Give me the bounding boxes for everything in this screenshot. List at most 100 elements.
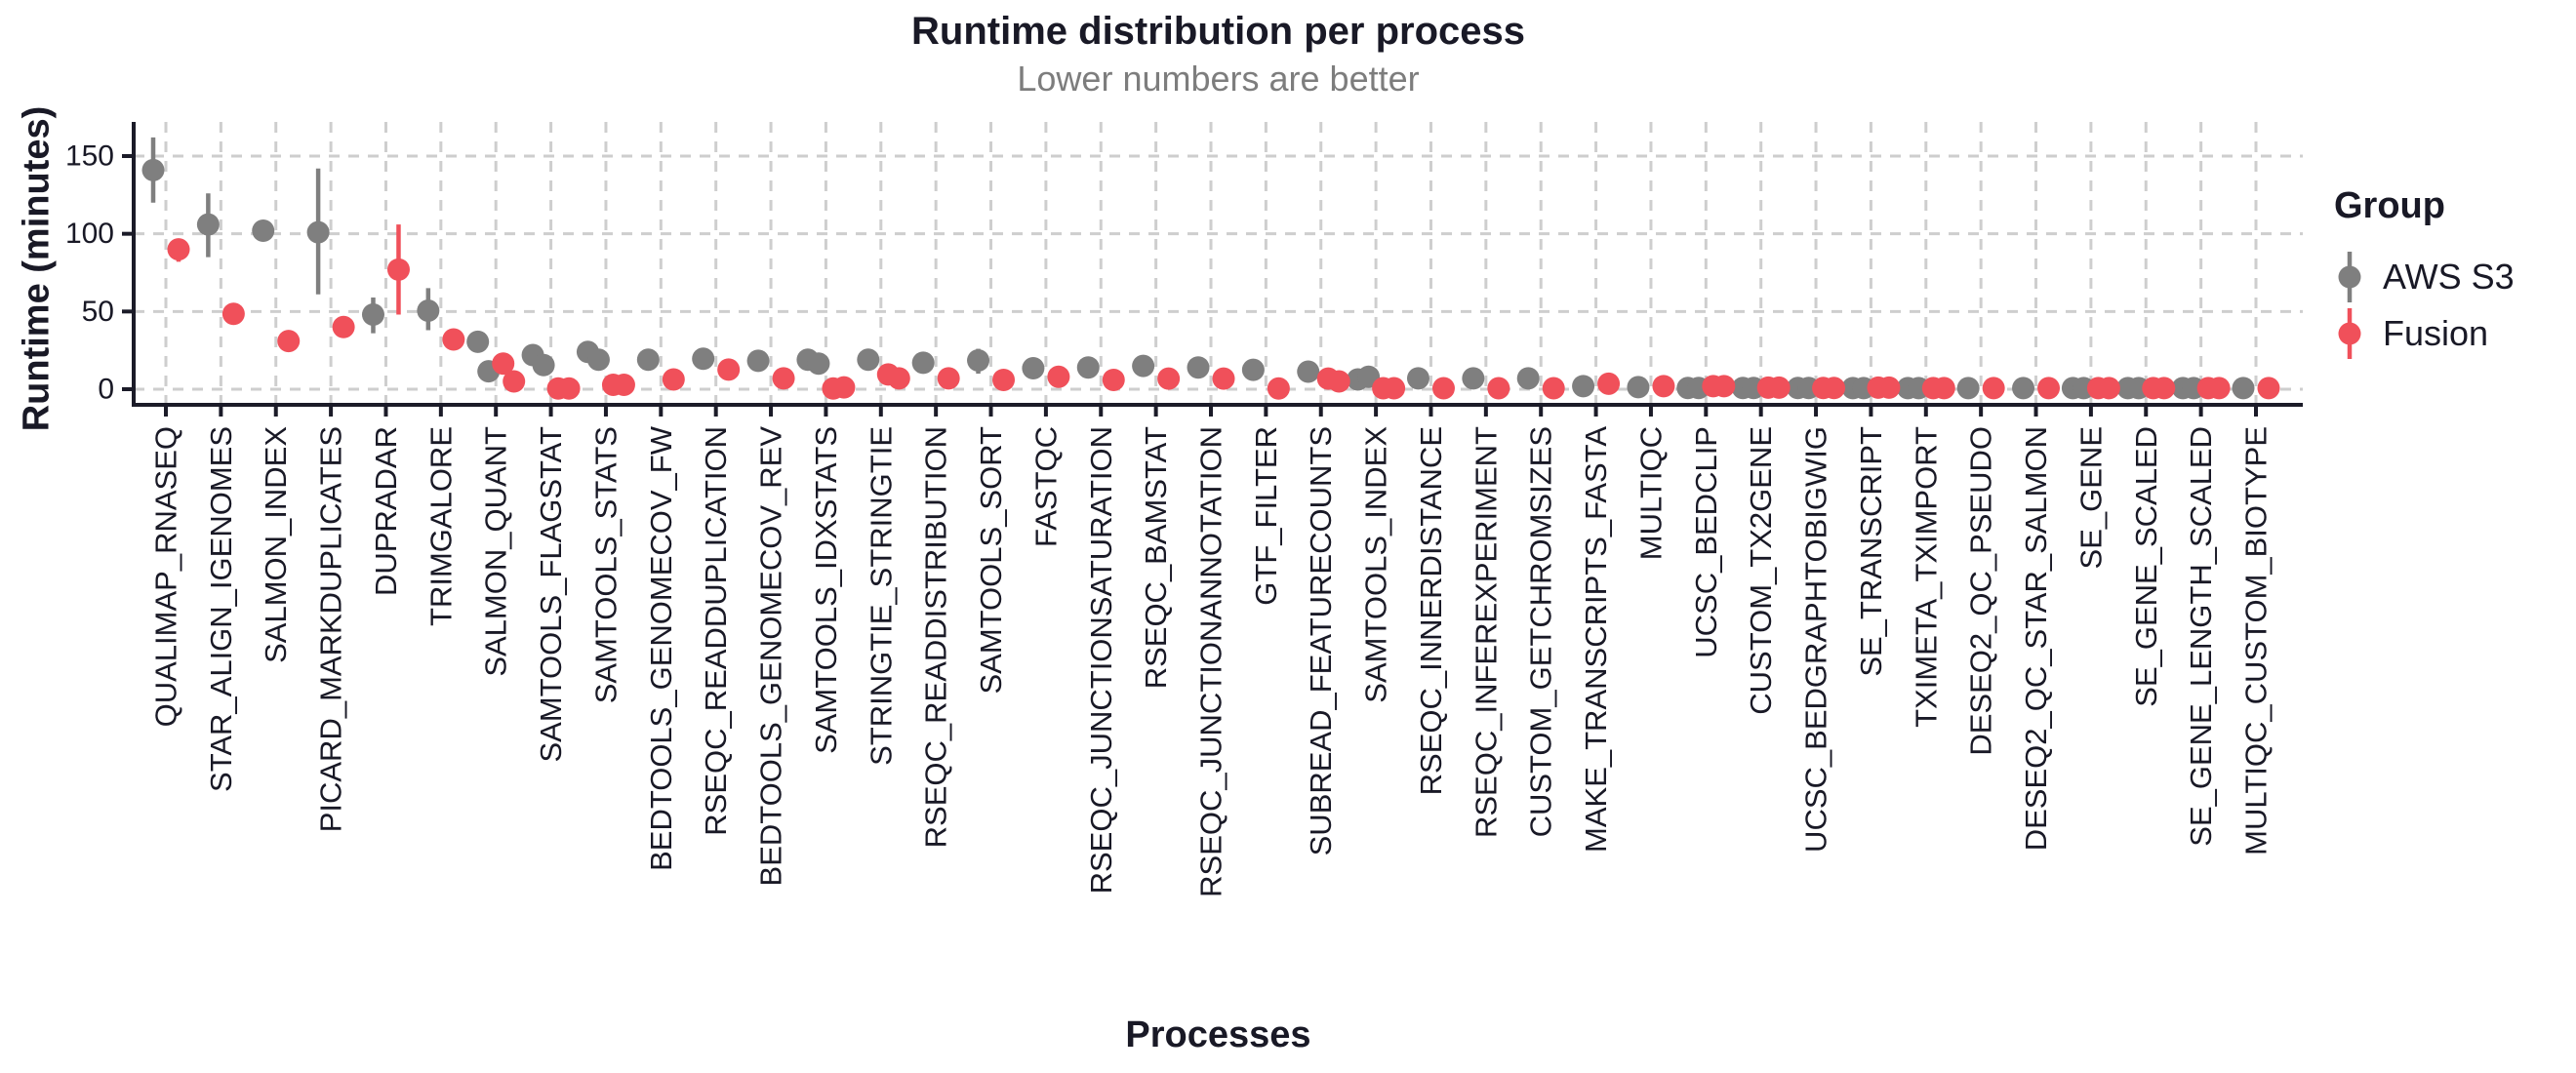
x-tick-label: SE_GENE bbox=[2073, 426, 2108, 569]
data-point-fusion bbox=[1327, 370, 1350, 393]
data-point-aws bbox=[1297, 360, 1320, 383]
x-tick-label: RSEQC_INNERDISTANCE bbox=[1414, 426, 1448, 795]
x-tick-label: RSEQC_INFEREXPERIMENT bbox=[1469, 426, 1503, 838]
x-tick-label: SUBREAD_FEATURECOUNTS bbox=[1304, 426, 1338, 855]
data-point-aws bbox=[417, 299, 440, 323]
x-tick-label: SAMTOOLS_SORT bbox=[974, 426, 1008, 695]
data-point-aws bbox=[196, 213, 220, 236]
data-point-aws bbox=[1406, 367, 1429, 390]
data-point-fusion bbox=[332, 315, 355, 338]
x-tick-label: SAMTOOLS_INDEX bbox=[1359, 426, 1393, 703]
data-point-aws bbox=[361, 303, 384, 327]
chart-title: Runtime distribution per process bbox=[911, 10, 1525, 53]
y-tick-label: 50 bbox=[82, 296, 114, 328]
pointrange-glyph-fusion bbox=[2338, 308, 2361, 359]
data-point-fusion bbox=[1431, 377, 1455, 400]
data-point-fusion bbox=[992, 368, 1016, 391]
data-point-fusion bbox=[717, 358, 741, 381]
legend-entry-aws: AWS S3 bbox=[2334, 249, 2515, 305]
data-point-fusion bbox=[1212, 367, 1235, 390]
data-point-fusion bbox=[1823, 377, 1846, 400]
data-point-fusion bbox=[1383, 377, 1406, 400]
legend-entry-fusion: Fusion bbox=[2334, 305, 2515, 362]
data-point-aws bbox=[911, 351, 935, 375]
x-tick-label: RSEQC_JUNCTIONANNOTATION bbox=[1194, 426, 1228, 897]
x-tick-label: SAMTOOLS_FLAGSTAT bbox=[534, 426, 568, 763]
data-point-aws bbox=[1022, 356, 1045, 379]
data-point-aws bbox=[2012, 377, 2035, 400]
data-point-fusion bbox=[1652, 375, 1675, 398]
x-tick-label: TXIMETA_TXIMPORT bbox=[1909, 426, 1943, 728]
data-point-aws bbox=[141, 158, 165, 181]
data-point-fusion bbox=[612, 374, 635, 397]
data-point-fusion bbox=[2257, 377, 2280, 400]
data-point-fusion bbox=[2097, 377, 2120, 400]
x-tick-label: DESEQ2_QC_STAR_SALMON bbox=[2019, 426, 2053, 851]
data-point-fusion bbox=[386, 258, 410, 281]
x-tick-label: RSEQC_READDISTRIBUTION bbox=[919, 426, 953, 848]
data-point-fusion bbox=[1157, 367, 1181, 390]
legend: Group AWS S3 Fusion bbox=[2334, 185, 2515, 362]
chart-subtitle: Lower numbers are better bbox=[1017, 59, 1420, 99]
x-tick-label: DUPRADAR bbox=[369, 426, 403, 596]
x-tick-label: CUSTOM_TX2GENE bbox=[1744, 426, 1778, 715]
x-tick-label: SE_GENE_LENGTH_SCALED bbox=[2184, 426, 2218, 847]
x-tick-label: SE_TRANSCRIPT bbox=[1854, 426, 1888, 677]
x-tick-label: STRINGTIE_STRINGTIE bbox=[864, 426, 898, 766]
data-point-aws bbox=[1076, 356, 1100, 379]
x-tick-label: RSEQC_READDUPLICATION bbox=[699, 426, 733, 836]
x-tick-label: STAR_ALIGN_IGENOMES bbox=[204, 426, 238, 792]
data-point-fusion bbox=[1487, 377, 1510, 400]
data-point-aws bbox=[466, 330, 490, 353]
x-axis-title: Processes bbox=[1125, 1014, 1311, 1055]
data-point-fusion bbox=[772, 367, 795, 390]
data-point-aws bbox=[252, 219, 275, 242]
x-tick-label: RSEQC_BAMSTAT bbox=[1139, 426, 1173, 689]
data-point-aws bbox=[1956, 377, 1980, 400]
x-tick-label: PICARD_MARKDUPLICATES bbox=[314, 426, 348, 832]
x-tick-label: SALMON_QUANT bbox=[479, 426, 513, 677]
data-point-fusion bbox=[2207, 377, 2231, 400]
x-tick-label: MAKE_TRANSCRIPTS_FASTA bbox=[1579, 426, 1613, 853]
data-point-fusion bbox=[2153, 377, 2176, 400]
data-point-fusion bbox=[937, 367, 960, 390]
data-point-aws bbox=[1516, 367, 1540, 390]
data-point-fusion bbox=[1877, 376, 1901, 399]
data-point-aws bbox=[1132, 354, 1155, 378]
x-tick-label: GTF_FILTER bbox=[1249, 426, 1283, 606]
x-tick-label: TRIMGALORE bbox=[423, 426, 458, 626]
x-tick-label: UCSC_BEDCLIP bbox=[1689, 426, 1723, 658]
x-tick-label: SE_GENE_SCALED bbox=[2129, 426, 2163, 707]
y-tick-label: 0 bbox=[98, 374, 114, 406]
data-point-fusion bbox=[167, 238, 190, 261]
x-tick-label: BEDTOOLS_GENOMECOV_FW bbox=[644, 425, 678, 871]
x-tick-label: DESEQ2_QC_PSEUDO bbox=[1964, 426, 1998, 756]
data-point-aws bbox=[2232, 377, 2255, 400]
x-tick-label: CUSTOM_GETCHROMSIZES bbox=[1524, 426, 1558, 837]
data-point-fusion bbox=[277, 330, 301, 353]
x-tick-label: MULTIQC_CUSTOM_BIOTYPE bbox=[2239, 426, 2274, 855]
data-point-fusion bbox=[503, 370, 526, 393]
y-tick-label: 150 bbox=[65, 140, 114, 173]
data-point-aws bbox=[1241, 358, 1265, 381]
data-point-fusion bbox=[887, 367, 910, 390]
x-tick-label: UCSC_BEDGRAPHTOBIGWIG bbox=[1799, 426, 1833, 853]
data-point-aws bbox=[692, 347, 715, 371]
data-point-fusion bbox=[662, 368, 685, 391]
data-point-fusion bbox=[1542, 377, 1565, 400]
x-tick-label: BEDTOOLS_GENOMECOV_REV bbox=[754, 426, 788, 887]
data-point-aws bbox=[967, 349, 990, 373]
y-tick-label: 100 bbox=[65, 218, 114, 250]
data-point-fusion bbox=[1932, 377, 1955, 400]
data-point-aws bbox=[807, 352, 830, 376]
pointrange-glyph-aws bbox=[2338, 252, 2361, 302]
data-point-fusion bbox=[1767, 376, 1791, 399]
x-tick-label: SAMTOOLS_STATS bbox=[588, 426, 623, 703]
data-point-aws bbox=[532, 353, 555, 377]
legend-label-aws: AWS S3 bbox=[2383, 257, 2515, 297]
data-point-fusion bbox=[1597, 372, 1621, 395]
data-point-aws bbox=[857, 348, 880, 372]
x-tick-label: MULTIQC bbox=[1633, 426, 1668, 560]
